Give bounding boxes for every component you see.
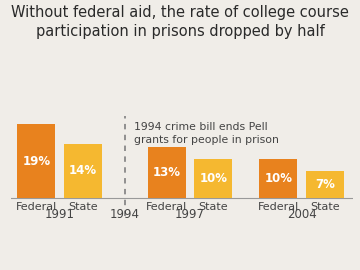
- Text: 2004: 2004: [287, 208, 316, 221]
- Text: 7%: 7%: [315, 178, 335, 191]
- Text: State: State: [310, 202, 340, 212]
- Text: 19%: 19%: [22, 155, 50, 168]
- Bar: [259, 159, 297, 198]
- Bar: [17, 124, 55, 198]
- Text: Federal: Federal: [146, 202, 187, 212]
- Text: 1997: 1997: [175, 208, 205, 221]
- Text: State: State: [68, 202, 98, 212]
- Bar: [64, 144, 102, 198]
- Text: Federal: Federal: [16, 202, 57, 212]
- Text: 1994 crime bill ends Pell
grants for people in prison: 1994 crime bill ends Pell grants for peo…: [134, 122, 279, 145]
- Text: 10%: 10%: [264, 172, 292, 185]
- Text: 10%: 10%: [199, 172, 227, 185]
- Bar: [306, 171, 344, 198]
- Text: 14%: 14%: [69, 164, 97, 177]
- Text: Without federal aid, the rate of college course
participation in prisons dropped: Without federal aid, the rate of college…: [11, 5, 349, 39]
- Text: Federal: Federal: [258, 202, 299, 212]
- Text: 1994: 1994: [110, 208, 140, 221]
- Bar: [148, 147, 186, 198]
- Text: 13%: 13%: [153, 166, 181, 179]
- Text: 1991: 1991: [45, 208, 75, 221]
- Bar: [194, 159, 232, 198]
- Text: State: State: [198, 202, 228, 212]
